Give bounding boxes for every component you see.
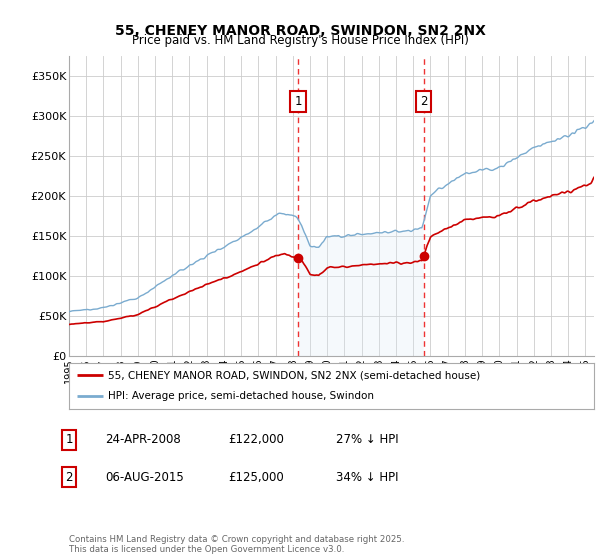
Text: 06-AUG-2015: 06-AUG-2015 [105, 470, 184, 484]
Text: Price paid vs. HM Land Registry's House Price Index (HPI): Price paid vs. HM Land Registry's House … [131, 34, 469, 48]
Text: 24-APR-2008: 24-APR-2008 [105, 433, 181, 446]
Text: 2: 2 [420, 95, 427, 108]
Text: 55, CHENEY MANOR ROAD, SWINDON, SN2 2NX: 55, CHENEY MANOR ROAD, SWINDON, SN2 2NX [115, 24, 485, 38]
Text: £122,000: £122,000 [228, 433, 284, 446]
Text: 1: 1 [65, 433, 73, 446]
Text: £125,000: £125,000 [228, 470, 284, 484]
Text: HPI: Average price, semi-detached house, Swindon: HPI: Average price, semi-detached house,… [109, 391, 374, 402]
Text: 55, CHENEY MANOR ROAD, SWINDON, SN2 2NX (semi-detached house): 55, CHENEY MANOR ROAD, SWINDON, SN2 2NX … [109, 370, 481, 380]
Text: Contains HM Land Registry data © Crown copyright and database right 2025.
This d: Contains HM Land Registry data © Crown c… [69, 535, 404, 554]
Text: 2: 2 [65, 470, 73, 484]
Text: 1: 1 [295, 95, 302, 108]
Text: 27% ↓ HPI: 27% ↓ HPI [336, 433, 398, 446]
Text: 34% ↓ HPI: 34% ↓ HPI [336, 470, 398, 484]
